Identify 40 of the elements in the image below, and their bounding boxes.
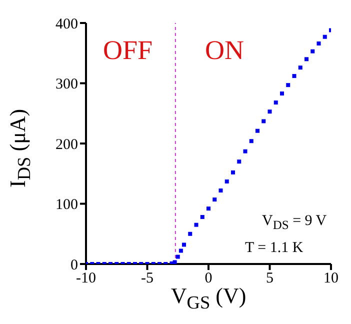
point bbox=[286, 83, 290, 88]
point bbox=[256, 128, 260, 133]
point bbox=[188, 232, 192, 236]
annotation: ON bbox=[205, 35, 244, 66]
point bbox=[298, 66, 302, 70]
point bbox=[268, 110, 272, 114]
point bbox=[249, 139, 254, 144]
point bbox=[304, 57, 308, 62]
point bbox=[200, 215, 204, 220]
annotation: V$_{DS}$ = 9 V bbox=[262, 213, 327, 233]
y-tick-label: 100 bbox=[56, 197, 78, 214]
point bbox=[292, 74, 296, 78]
annotation: T = 1.1 K bbox=[245, 240, 304, 257]
x-tick-label: 10 bbox=[324, 270, 338, 287]
x-tick-label: -10 bbox=[76, 270, 96, 287]
y-tick-label: 400 bbox=[56, 16, 78, 32]
point bbox=[322, 34, 327, 39]
point bbox=[212, 198, 217, 202]
point bbox=[176, 254, 180, 259]
point bbox=[280, 91, 284, 96]
point bbox=[172, 260, 177, 264]
point bbox=[194, 222, 198, 227]
point bbox=[231, 170, 235, 174]
x-tick-label: 5 bbox=[266, 270, 274, 287]
point bbox=[178, 248, 183, 253]
annotation: OFF bbox=[103, 35, 153, 66]
y-tick-label: 300 bbox=[56, 76, 78, 93]
point bbox=[218, 188, 223, 192]
point bbox=[316, 41, 321, 46]
point bbox=[224, 179, 229, 184]
point bbox=[237, 160, 242, 164]
point bbox=[262, 119, 266, 124]
y-tick-label: 200 bbox=[56, 136, 78, 153]
point bbox=[274, 100, 278, 105]
point bbox=[182, 242, 186, 247]
point bbox=[310, 49, 315, 54]
x-tick-label: -5 bbox=[141, 270, 154, 287]
point bbox=[243, 149, 248, 154]
point bbox=[206, 206, 210, 211]
y-tick-label: 0 bbox=[70, 257, 78, 274]
